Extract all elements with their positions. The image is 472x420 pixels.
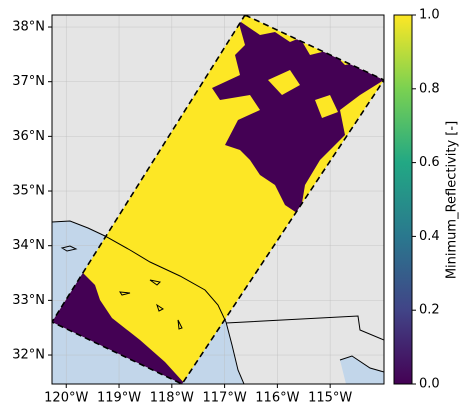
islands <box>60 245 183 330</box>
colorbar-label: Minimum_Reflectivity [-] <box>445 121 460 279</box>
x-tick-label: 116°W <box>255 391 299 406</box>
high-area <box>268 70 300 95</box>
colorbar-tick-label: 0.4 <box>419 229 440 244</box>
y-tick-label: 37°N <box>12 74 45 89</box>
high-area <box>315 95 338 118</box>
colorbar-tick-label: 0.0 <box>419 377 440 392</box>
x-tick-label: 118°W <box>150 391 194 406</box>
y-tick-label: 36°N <box>12 129 45 144</box>
border <box>225 315 384 341</box>
y-tick-label: 38°N <box>12 20 45 35</box>
swath-outline <box>52 15 384 384</box>
colorbar-tick-label: 0.2 <box>419 303 440 318</box>
coastline <box>339 355 384 373</box>
x-tick-label: 119°W <box>97 391 141 406</box>
coastline <box>52 220 245 384</box>
y-tick-label: 33°N <box>12 293 45 308</box>
x-tick-label: 115°W <box>308 391 352 406</box>
map <box>52 15 384 384</box>
low-area <box>212 20 384 215</box>
y-tick-label: 32°N <box>12 348 45 363</box>
plot-frame <box>51 14 385 385</box>
x-tick-label: 117°W <box>203 391 247 406</box>
colorbar <box>393 14 413 385</box>
gulf <box>340 356 384 384</box>
colorbar-tick-label: 0.6 <box>419 155 440 170</box>
x-tick-label: 120°W <box>44 391 88 406</box>
colorbar-tick-label: 0.8 <box>419 81 440 96</box>
y-tick-label: 34°N <box>12 238 45 253</box>
colorbar-tick-label: 1.0 <box>419 8 440 23</box>
y-tick-label: 35°N <box>12 184 45 199</box>
